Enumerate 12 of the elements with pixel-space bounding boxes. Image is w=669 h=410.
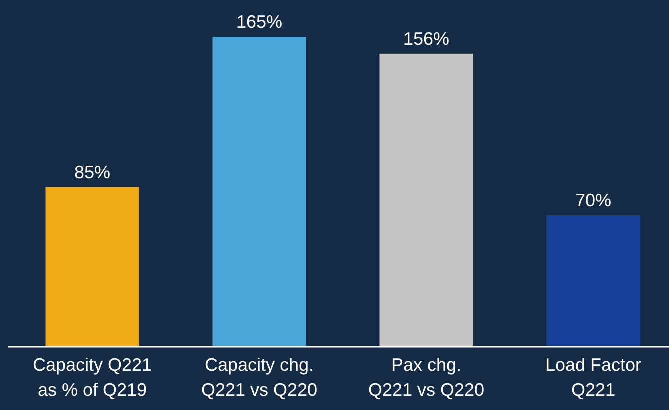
bar [380,54,474,347]
x-tick-label: Capacity Q221 as % of Q219 [32,355,152,400]
x-tick-label: Load Factor Q221 [545,355,642,400]
data-label: 165% [236,12,283,32]
x-tick-label: Capacity chg. Q221 vs Q220 [201,355,318,400]
data-label: 70% [575,190,612,210]
bar [46,187,140,347]
bar [212,37,306,347]
bar [546,215,640,347]
data-label: 85% [74,162,111,182]
x-tick-label: Pax chg. Q221 vs Q220 [368,355,485,400]
data-label: 156% [403,28,450,49]
